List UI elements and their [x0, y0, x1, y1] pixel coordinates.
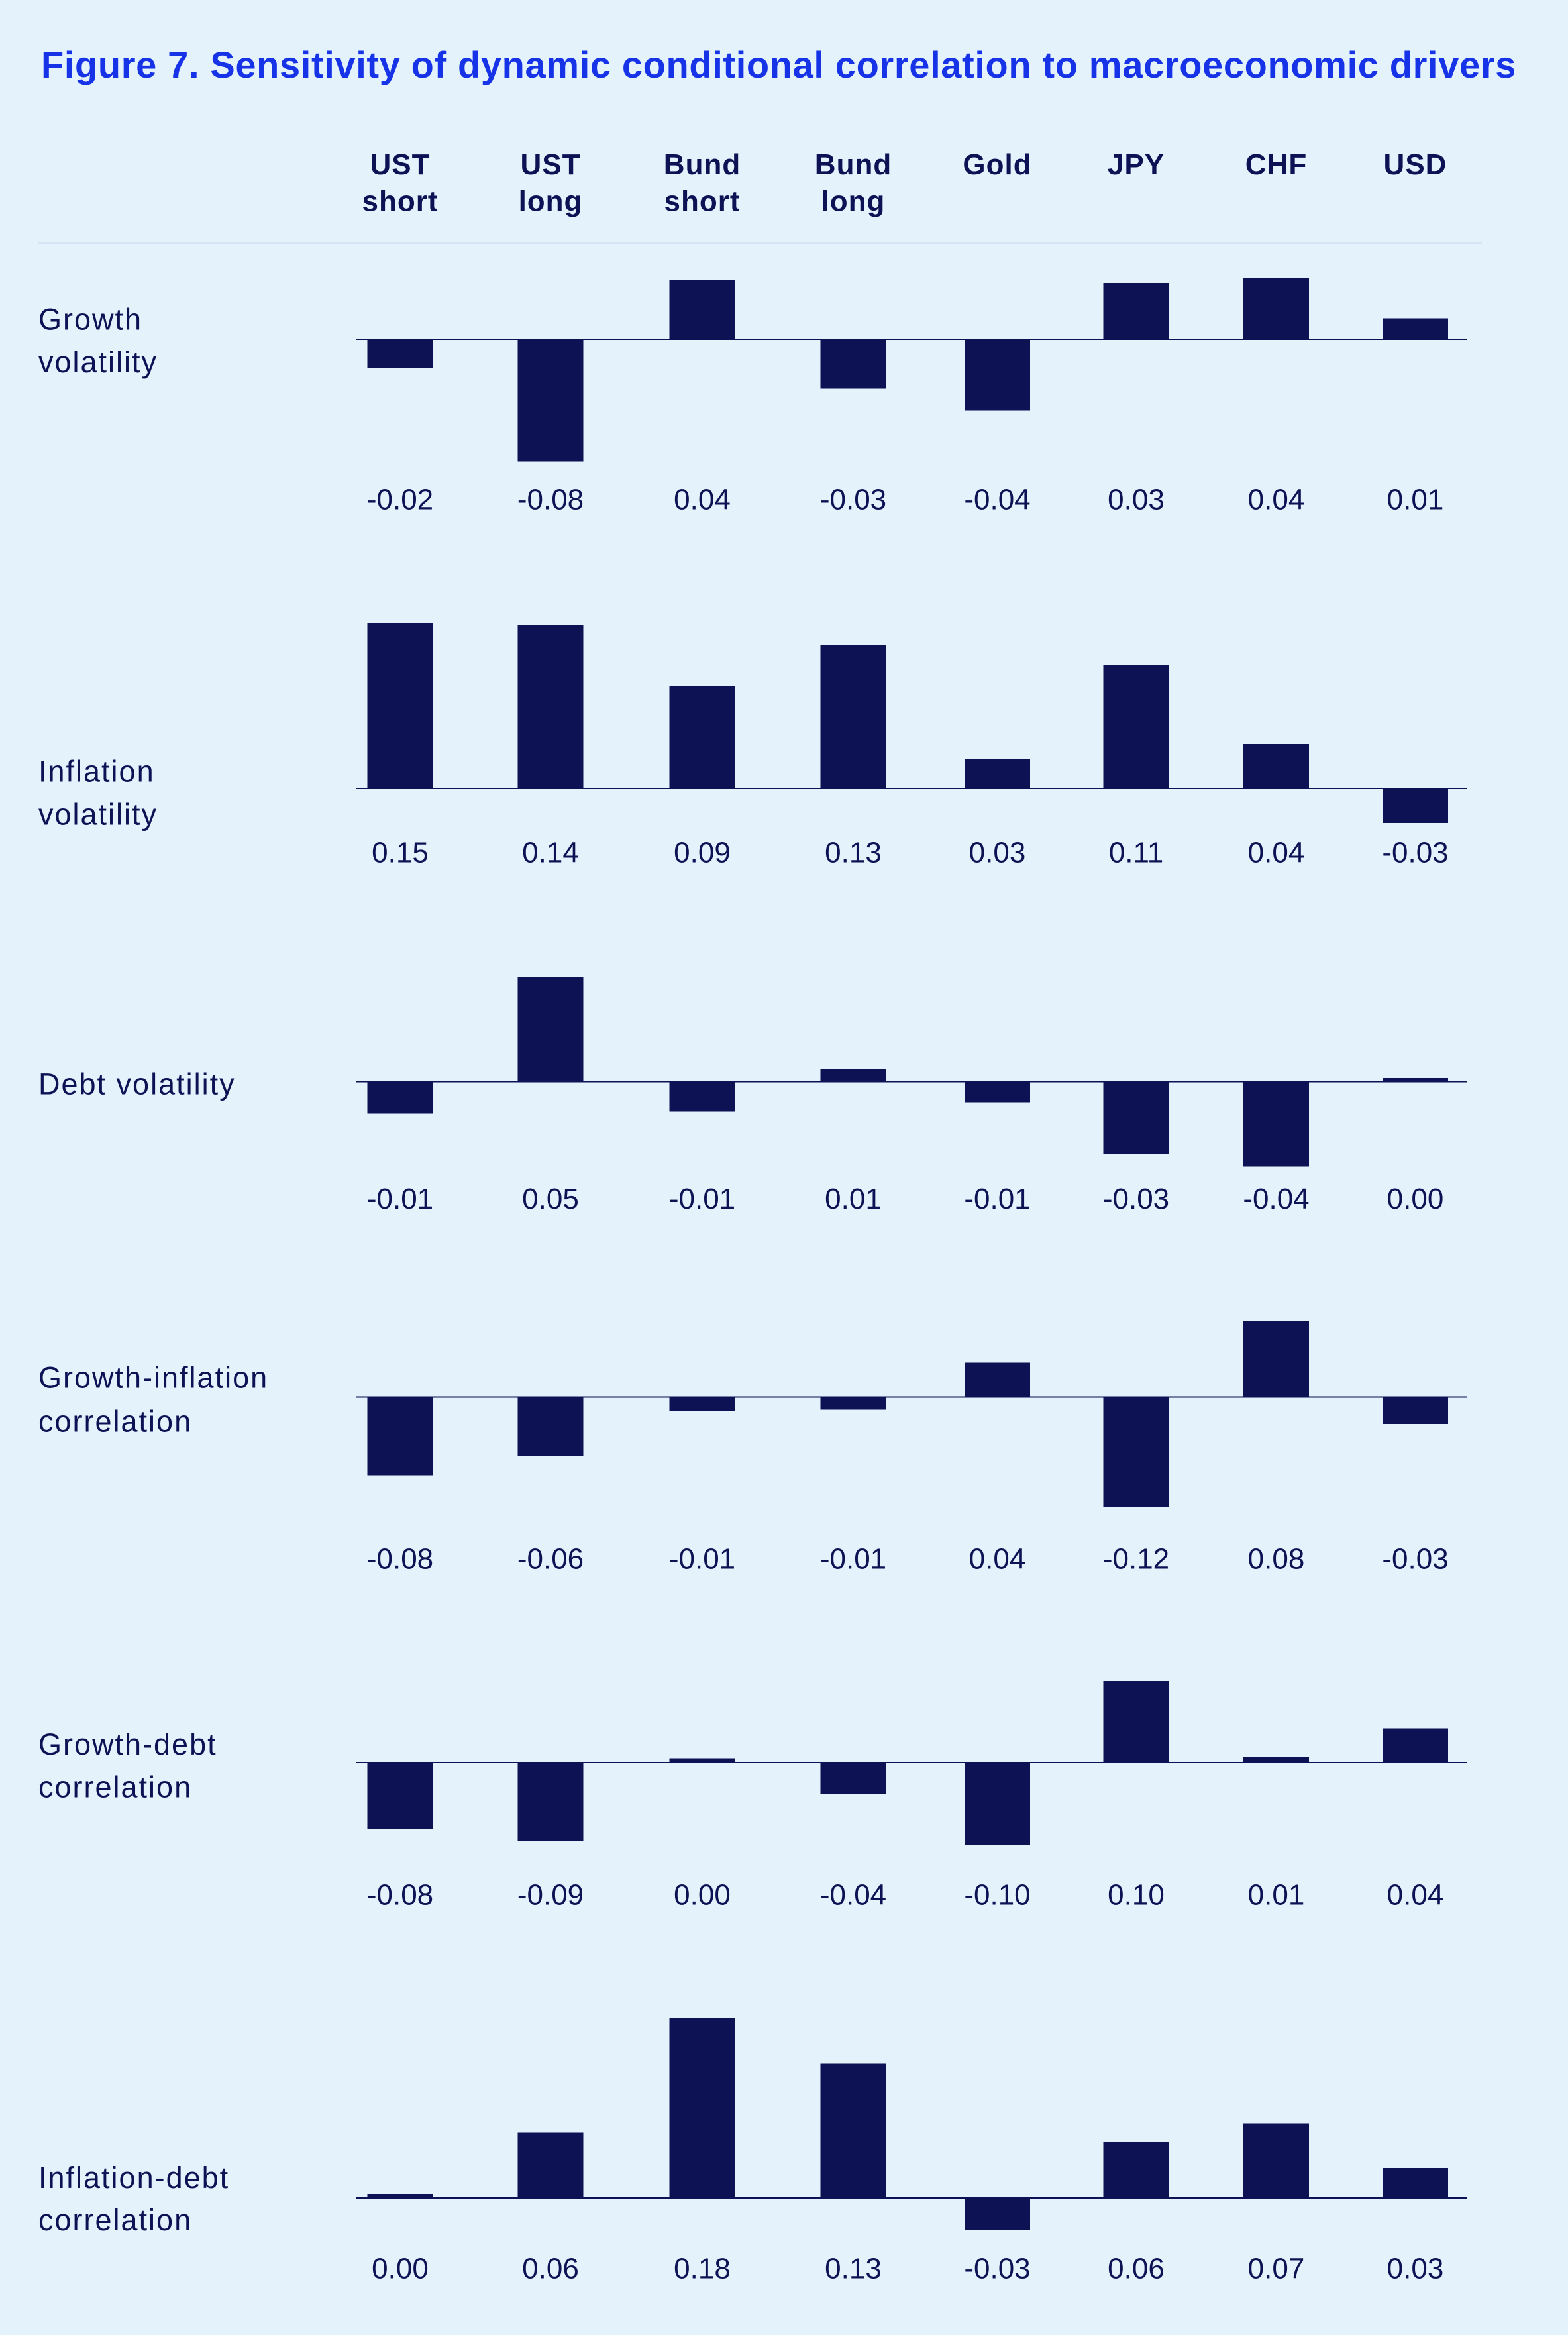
svg-text:USD: USD	[1384, 148, 1447, 181]
svg-text:Gold: Gold	[963, 148, 1031, 181]
svg-text:short: short	[362, 186, 439, 218]
svg-text:-0.01: -0.01	[964, 1183, 1030, 1215]
svg-text:0.05: 0.05	[522, 1183, 579, 1215]
svg-text:correlation: correlation	[38, 2203, 192, 2237]
svg-text:Inflation-debt: Inflation-debt	[38, 2161, 229, 2195]
svg-text:0.04: 0.04	[1248, 484, 1305, 516]
svg-text:0.00: 0.00	[1387, 1183, 1444, 1215]
svg-text:-0.01: -0.01	[367, 1183, 433, 1215]
svg-text:0.10: 0.10	[1108, 1879, 1165, 1912]
svg-text:Growth-debt: Growth-debt	[38, 1727, 217, 1761]
svg-text:-0.02: -0.02	[367, 484, 433, 516]
svg-text:0.18: 0.18	[674, 2253, 731, 2285]
svg-text:0.00: 0.00	[372, 2253, 429, 2285]
svg-text:Debt volatility: Debt volatility	[38, 1067, 236, 1101]
svg-text:0.01: 0.01	[1387, 484, 1444, 516]
svg-text:-0.10: -0.10	[964, 1879, 1030, 1912]
svg-text:-0.01: -0.01	[669, 1183, 735, 1215]
svg-text:Growth-inflation: Growth-inflation	[38, 1361, 268, 1395]
svg-text:Bund: Bund	[664, 148, 741, 181]
svg-text:Figure 7. Sensitivity of dynam: Figure 7. Sensitivity of dynamic conditi…	[41, 44, 1516, 85]
svg-text:volatility: volatility	[38, 345, 158, 379]
svg-text:-0.08: -0.08	[367, 1543, 433, 1576]
svg-text:-0.03: -0.03	[820, 484, 886, 516]
svg-text:-0.08: -0.08	[367, 1879, 433, 1912]
svg-text:-0.03: -0.03	[1103, 1183, 1169, 1215]
svg-text:-0.01: -0.01	[669, 1543, 735, 1576]
svg-text:-0.08: -0.08	[517, 484, 584, 516]
svg-text:CHF: CHF	[1245, 148, 1307, 181]
svg-text:-0.04: -0.04	[1243, 1183, 1309, 1215]
svg-text:0.04: 0.04	[1387, 1879, 1444, 1912]
svg-text:0.03: 0.03	[1387, 2253, 1444, 2285]
svg-text:0.11: 0.11	[1109, 837, 1163, 869]
svg-text:-0.12: -0.12	[1103, 1543, 1169, 1576]
svg-text:short: short	[664, 186, 741, 218]
svg-text:-0.03: -0.03	[964, 2253, 1030, 2285]
svg-text:0.06: 0.06	[1108, 2253, 1165, 2285]
svg-text:0.04: 0.04	[969, 1543, 1026, 1576]
svg-text:-0.04: -0.04	[964, 484, 1030, 516]
svg-text:0.08: 0.08	[1248, 1543, 1305, 1576]
svg-text:-0.04: -0.04	[820, 1879, 886, 1912]
svg-text:correlation: correlation	[38, 1770, 192, 1804]
svg-text:0.14: 0.14	[522, 837, 579, 869]
svg-text:0.03: 0.03	[969, 837, 1026, 869]
svg-text:long: long	[519, 186, 583, 218]
svg-text:long: long	[821, 186, 886, 218]
svg-text:UST: UST	[370, 148, 431, 181]
svg-text:-0.01: -0.01	[820, 1543, 886, 1576]
svg-text:UST: UST	[521, 148, 581, 181]
svg-text:-0.09: -0.09	[517, 1879, 584, 1912]
svg-text:Growth: Growth	[38, 303, 142, 337]
svg-text:-0.03: -0.03	[1382, 1543, 1448, 1576]
svg-text:correlation: correlation	[38, 1405, 192, 1439]
svg-text:0.13: 0.13	[825, 2253, 882, 2285]
svg-text:-0.06: -0.06	[517, 1543, 584, 1576]
svg-text:0.15: 0.15	[372, 837, 429, 869]
svg-text:0.04: 0.04	[674, 484, 731, 516]
svg-text:Bund: Bund	[815, 148, 892, 181]
svg-text:0.07: 0.07	[1248, 2253, 1305, 2285]
svg-text:0.09: 0.09	[674, 837, 731, 869]
svg-text:-0.03: -0.03	[1382, 837, 1448, 869]
svg-text:0.04: 0.04	[1248, 837, 1305, 869]
svg-text:0.01: 0.01	[825, 1183, 882, 1215]
svg-text:0.13: 0.13	[825, 837, 882, 869]
svg-text:volatility: volatility	[38, 798, 158, 832]
svg-text:Inflation: Inflation	[38, 755, 155, 788]
svg-text:0.01: 0.01	[1248, 1879, 1305, 1912]
svg-text:0.03: 0.03	[1108, 484, 1165, 516]
svg-text:0.00: 0.00	[674, 1879, 731, 1912]
svg-text:0.06: 0.06	[522, 2253, 579, 2285]
svg-text:JPY: JPY	[1108, 148, 1165, 181]
